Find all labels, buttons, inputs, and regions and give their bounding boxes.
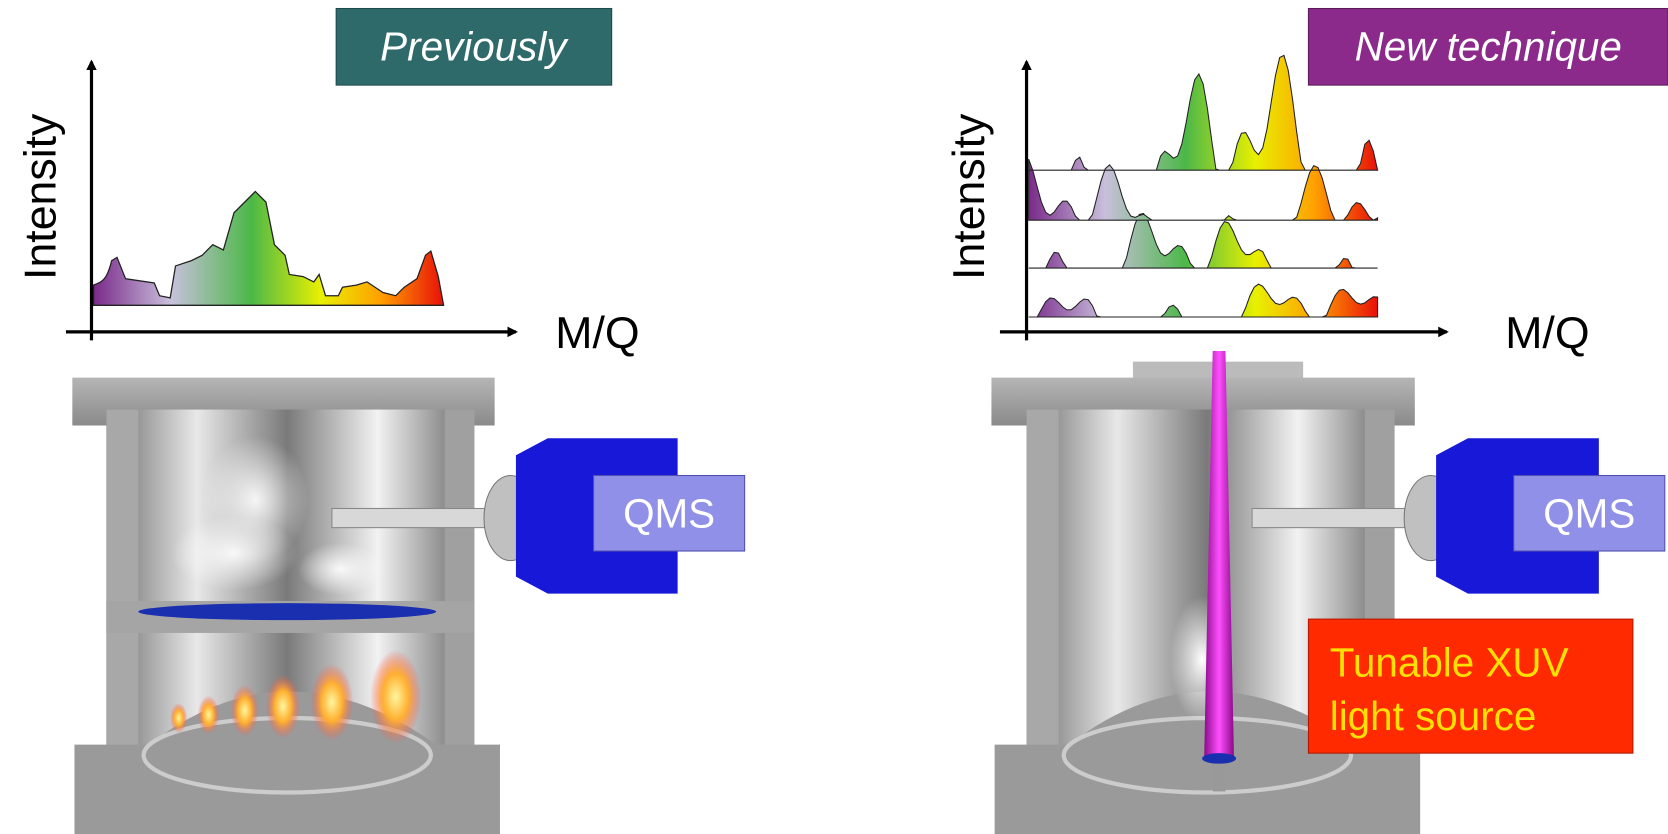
spectrum	[94, 191, 444, 305]
callout-line: light source	[1330, 693, 1537, 739]
panel-new: New technique Intensity M/Q QMS Tunable …	[945, 9, 1668, 834]
x-axis-label: M/Q	[555, 309, 639, 358]
spectrum	[1029, 213, 1378, 268]
y-axis-label: Intensity	[945, 113, 994, 280]
x-axis-label: M/Q	[1505, 309, 1589, 358]
callout-line: Tunable XUV	[1330, 640, 1569, 686]
chamber	[991, 351, 1598, 834]
panel-title: New technique	[1355, 24, 1622, 70]
detector-label: QMS	[623, 491, 715, 537]
chamber	[72, 378, 677, 834]
y-axis-label: Intensity	[16, 113, 65, 280]
spectrum	[1029, 284, 1378, 317]
spectra-stack	[1029, 55, 1378, 317]
diagram: Previously Intensity M/Q	[0, 0, 1668, 834]
detector-label: QMS	[1543, 491, 1635, 537]
panel-previous: Previously Intensity M/Q	[16, 9, 744, 834]
panel-title: Previously	[380, 24, 569, 70]
